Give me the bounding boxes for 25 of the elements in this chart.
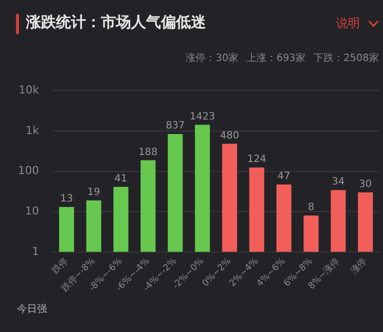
text: 涨停：30家: [186, 52, 238, 65]
y-tick-label: 10: [24, 204, 39, 218]
chart-title: 涨跌统计：市场人气偏低迷: [26, 13, 206, 32]
text: 今日强: [17, 303, 47, 316]
data-label: 13: [60, 194, 73, 205]
text: 下跌：2508家: [314, 52, 379, 65]
data-label: 47: [278, 171, 290, 182]
data-label: 480: [220, 130, 240, 142]
text: 上涨：693家: [246, 52, 306, 65]
data-label: 41: [114, 173, 128, 184]
data-label: 30: [359, 178, 372, 190]
x-tick-label: 涨停: [348, 256, 370, 276]
data-label: 19: [87, 186, 100, 198]
data-label: 124: [247, 154, 266, 166]
data-label: 1423: [190, 111, 216, 122]
y-tick-label: 10k: [18, 83, 40, 96]
y-tick-label: 100: [18, 164, 39, 178]
data-label: 8: [308, 202, 314, 214]
x-tick-label: 跌停: [50, 256, 70, 276]
data-label: 837: [166, 120, 185, 132]
y-tick-label: 1: [32, 244, 39, 258]
data-label: 34: [332, 176, 345, 188]
text: 说明: [336, 15, 360, 32]
y-tick-label: 1k: [26, 124, 40, 137]
data-label: 188: [138, 146, 158, 158]
